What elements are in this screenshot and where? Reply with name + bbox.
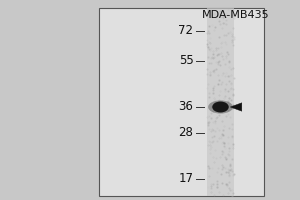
Ellipse shape [212,102,229,112]
Text: 55: 55 [179,54,194,68]
Bar [207,8,234,196]
Text: 36: 36 [178,100,194,114]
Text: 28: 28 [178,127,194,140]
Bar [99,8,264,196]
Text: MDA-MB435: MDA-MB435 [202,10,269,20]
Text: 72: 72 [178,24,194,38]
Polygon shape [230,103,242,111]
Ellipse shape [208,100,233,114]
Text: 17: 17 [178,172,194,186]
